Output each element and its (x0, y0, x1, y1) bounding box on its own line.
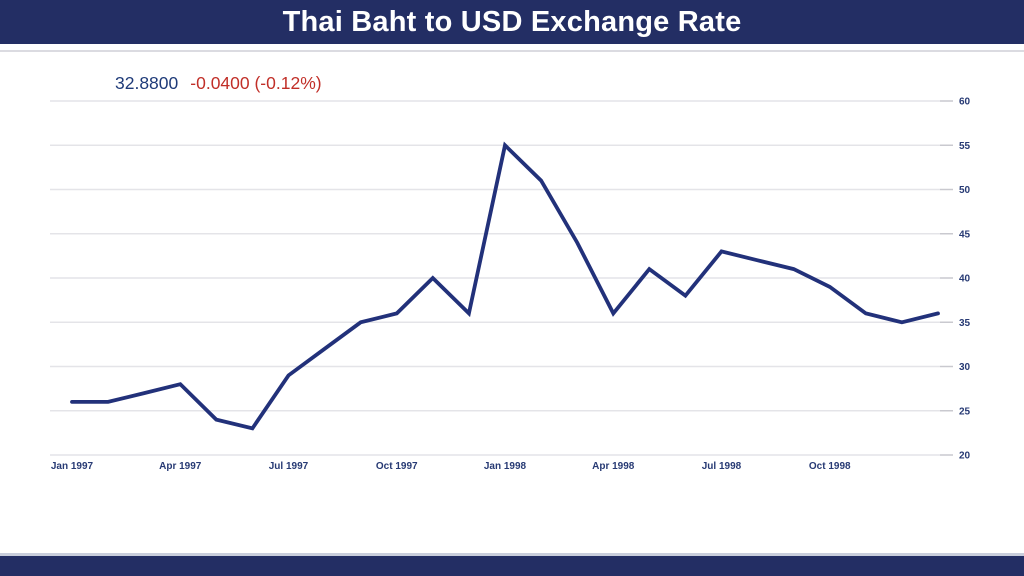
y-axis-label: 25 (959, 406, 971, 417)
x-axis-label: Jan 1997 (51, 461, 94, 472)
y-axis-label: 40 (959, 274, 971, 285)
y-axis-label: 50 (959, 185, 971, 196)
y-axis-label: 45 (959, 229, 971, 240)
x-axis-label: Oct 1997 (376, 461, 418, 472)
x-axis-label: Jul 1998 (702, 461, 742, 472)
page-title: Thai Baht to USD Exchange Rate (282, 5, 742, 38)
x-axis-label: Apr 1997 (159, 461, 202, 472)
x-axis-label: Apr 1998 (592, 461, 635, 472)
x-axis-label: Jul 1997 (269, 461, 309, 472)
quote-price: 32.8800 (115, 73, 179, 93)
x-axis-label: Oct 1998 (809, 461, 851, 472)
y-axis-label: 60 (959, 97, 971, 108)
header-divider (0, 50, 1024, 52)
header-bar: Thai Baht to USD Exchange Rate (0, 0, 1024, 44)
footer-bar (0, 553, 1024, 576)
y-axis-label: 35 (959, 318, 971, 329)
y-axis-label: 30 (959, 362, 971, 373)
quote-change: -0.0400 (-0.12%) (190, 73, 322, 93)
y-axis-label: 55 (959, 141, 971, 152)
x-axis-label: Jan 1998 (484, 461, 527, 472)
y-axis-label: 20 (959, 451, 971, 462)
quote: 32.8800 -0.0400 (-0.12%) (115, 73, 322, 94)
rate-line (70, 141, 940, 431)
